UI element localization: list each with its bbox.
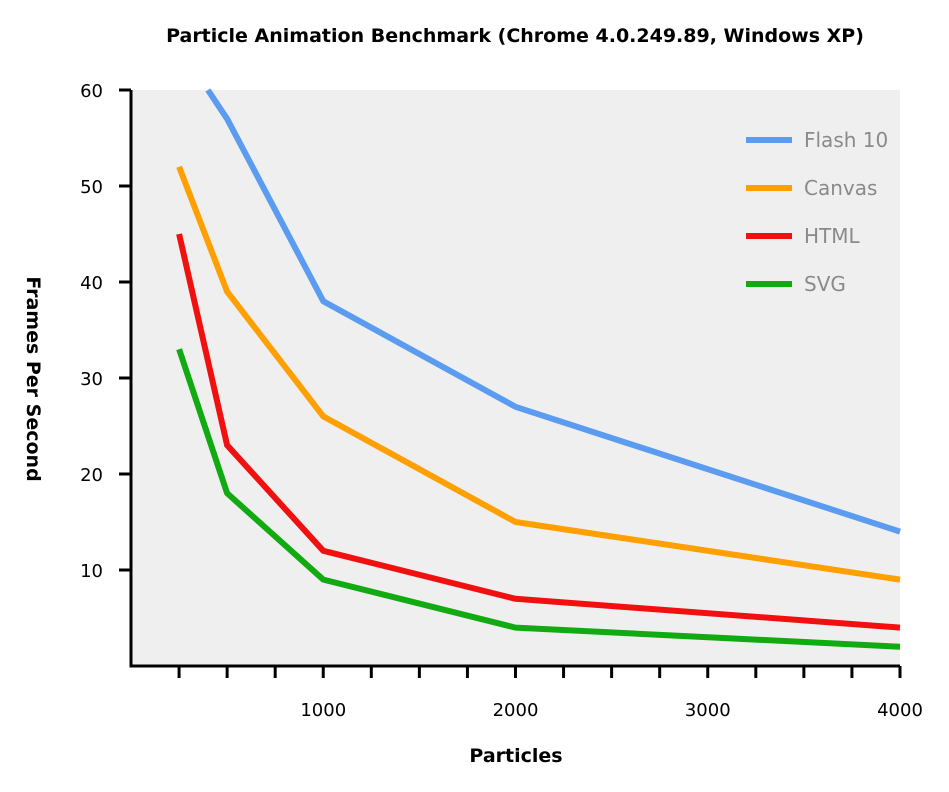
legend-label-flash-10: Flash 10 — [804, 128, 888, 152]
x-tick-label: 4000 — [877, 700, 923, 721]
y-tick-label: 40 — [80, 273, 103, 294]
y-tick-label: 50 — [80, 177, 103, 198]
x-tick-label: 2000 — [493, 700, 539, 721]
legend-label-canvas: Canvas — [804, 176, 877, 200]
series-line-canvas — [176, 165, 901, 583]
y-tick-label: 60 — [80, 81, 103, 102]
series-line-html — [176, 233, 901, 631]
legend-label-svg: SVG — [804, 272, 846, 296]
chart-title: Particle Animation Benchmark (Chrome 4.0… — [166, 25, 864, 47]
y-tick-label: 30 — [80, 369, 103, 390]
x-axis-label: Particles — [469, 745, 562, 767]
series-lines — [176, 88, 901, 650]
y-axis-label: Frames Per Second — [22, 276, 44, 481]
axes: 10 20 30 40 50 60 1000 2000 3000 4000 — [80, 81, 923, 721]
x-tick-label: 1000 — [300, 700, 346, 721]
y-tick-label: 10 — [80, 561, 103, 582]
x-tick-label: 3000 — [685, 700, 731, 721]
series-line-flash-10 — [205, 88, 901, 535]
series-line-svg — [176, 348, 901, 650]
y-tick-label: 20 — [80, 465, 103, 486]
legend: Flash 10 Canvas HTML SVG — [746, 128, 888, 296]
legend-label-html: HTML — [804, 224, 861, 248]
plot-area — [131, 90, 900, 666]
